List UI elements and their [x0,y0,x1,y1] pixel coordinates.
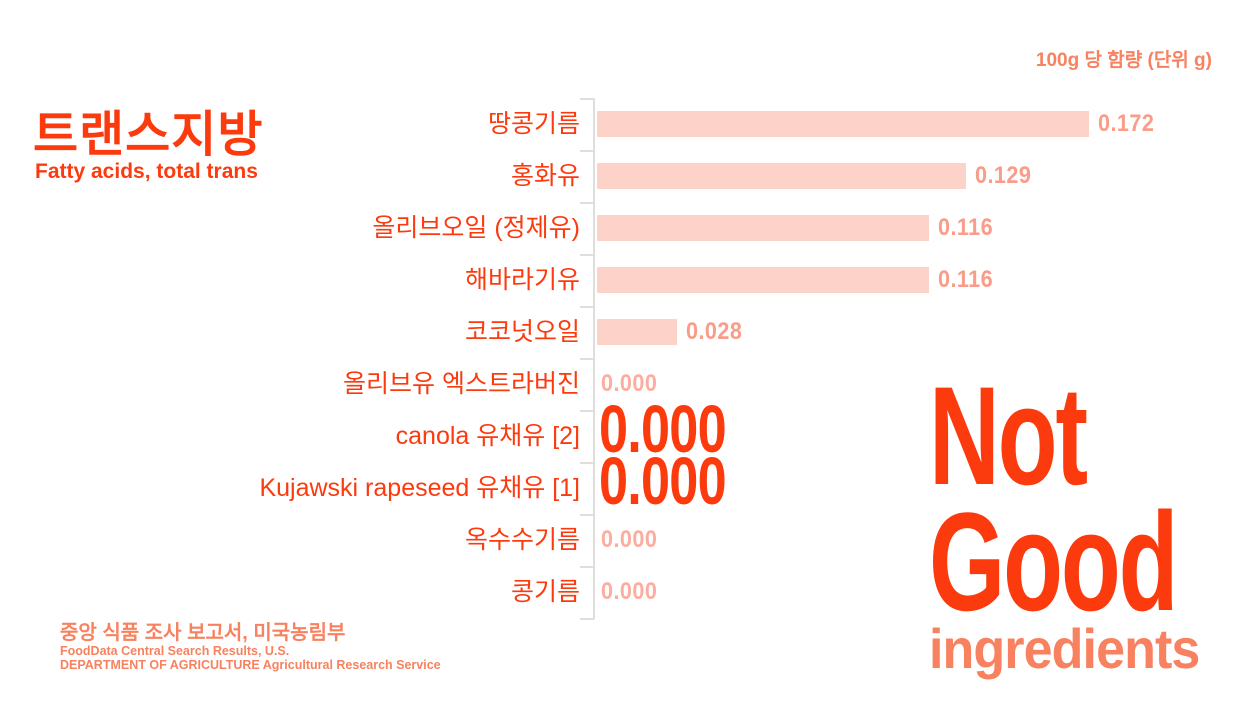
axis-tick [580,202,594,204]
y-axis-line [593,98,595,619]
axis-tick [580,462,594,464]
axis-tick [580,98,594,100]
axis-tick [580,358,594,360]
value-label: 0.129 [975,162,1032,189]
axis-tick [580,254,594,256]
axis-tick [580,150,594,152]
value-label: 0.000 [599,444,727,519]
bar [597,111,1089,137]
axis-tick [580,514,594,516]
unit-label: 100g 당 함량 (단위 g) [1035,50,1212,71]
axis-tick [580,306,594,308]
category-label: 옥수수기름 [464,526,580,554]
value-label: 0.172 [1098,110,1155,137]
axis-tick [580,410,594,412]
category-label: 올리브유 엑스트라버진 [343,370,580,398]
category-label: 올리브오일 (정제유) [372,214,580,242]
stamp-line-not: Not [929,357,1088,514]
bar [597,267,929,293]
bar [597,319,677,345]
value-label: 0.116 [938,214,994,241]
axis-tick [580,618,594,620]
value-label: 0.028 [686,318,743,345]
bar [597,163,966,189]
category-label: Kujawski rapeseed 유채유 [1] [259,474,580,502]
source-english-line1: FoodData Central Search Results, U.S. [60,644,290,658]
page-title: 트랜스지방 [33,108,264,162]
source-english-line2: DEPARTMENT OF AGRICULTURE Agricultural R… [60,658,441,672]
stamp-line-good: Good [929,483,1179,640]
source-korean: 중앙 식품 조사 보고서, 미국농림부 [60,622,346,644]
category-label: 땅콩기름 [487,110,580,138]
value-label: 0.000 [599,392,727,467]
page-subtitle: Fatty acids, total trans [35,160,258,183]
category-label: 홍화유 [510,162,580,190]
category-label: 코코넛오일 [464,318,580,346]
value-label: 0.000 [601,578,658,605]
value-label: 0.000 [601,370,658,397]
axis-tick [580,566,594,568]
category-label: 해바라기유 [464,266,580,294]
stamp-line-ingredients: ingredients [929,617,1200,680]
category-label: canola 유채유 [2] [395,422,580,450]
category-label: 콩기름 [510,578,580,606]
value-label: 0.000 [601,526,658,553]
bar [597,215,929,241]
value-label: 0.116 [938,266,994,293]
